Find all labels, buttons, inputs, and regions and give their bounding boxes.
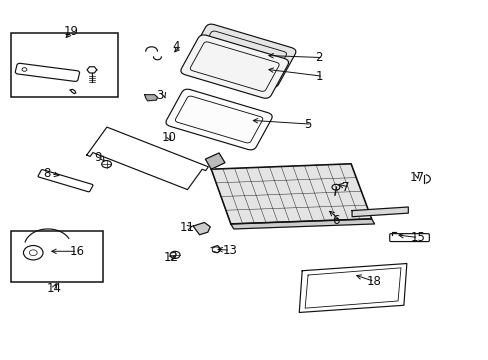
Text: 6: 6 <box>332 214 339 227</box>
Bar <box>11 33 118 97</box>
Text: 14: 14 <box>46 282 61 295</box>
Text: 3: 3 <box>156 89 163 102</box>
FancyBboxPatch shape <box>188 24 295 87</box>
FancyBboxPatch shape <box>165 89 272 150</box>
FancyBboxPatch shape <box>181 35 288 98</box>
Polygon shape <box>299 264 406 312</box>
Text: 5: 5 <box>304 118 311 131</box>
Text: 8: 8 <box>43 167 50 180</box>
Text: 17: 17 <box>409 171 424 184</box>
Polygon shape <box>211 164 371 224</box>
Text: 10: 10 <box>161 131 176 144</box>
Text: 13: 13 <box>222 244 237 257</box>
Text: 15: 15 <box>410 231 425 244</box>
Text: 18: 18 <box>366 275 381 288</box>
Polygon shape <box>205 153 224 169</box>
Text: 19: 19 <box>63 25 79 38</box>
Text: 7: 7 <box>342 181 349 194</box>
Text: 12: 12 <box>163 251 179 264</box>
Text: 1: 1 <box>315 70 322 83</box>
Polygon shape <box>351 207 407 217</box>
Text: 2: 2 <box>315 51 322 64</box>
Text: 11: 11 <box>180 221 195 234</box>
Polygon shape <box>230 219 374 229</box>
Bar <box>11 231 102 282</box>
Text: 4: 4 <box>172 40 179 53</box>
Polygon shape <box>193 222 210 235</box>
Polygon shape <box>144 95 157 101</box>
Text: 9: 9 <box>94 151 101 164</box>
Text: 16: 16 <box>69 245 84 258</box>
